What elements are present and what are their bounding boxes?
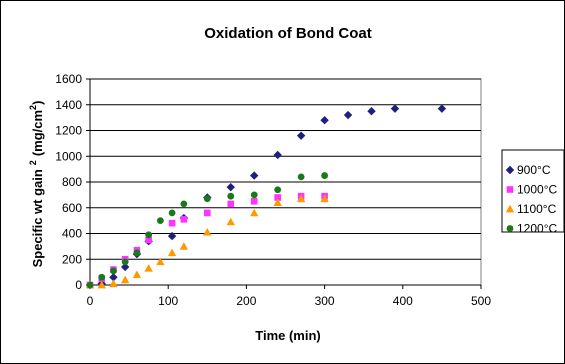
x-axis-label: Time (min) xyxy=(255,328,321,343)
data-point xyxy=(86,281,94,289)
x-tick-label: 100 xyxy=(158,294,178,308)
data-point xyxy=(145,231,153,239)
legend-marker xyxy=(505,204,515,213)
data-point xyxy=(250,171,259,180)
data-point xyxy=(120,262,130,272)
y-tick-label: 1000 xyxy=(55,149,82,163)
data-point xyxy=(145,236,152,244)
y-tick-label: 0 xyxy=(75,278,82,292)
y-axis-label-close: ) xyxy=(30,101,45,105)
y-tick-label: 400 xyxy=(62,227,82,241)
data-point xyxy=(98,273,106,281)
y-axis-label-sup2: 2 xyxy=(28,105,38,110)
data-point xyxy=(367,106,376,116)
data-point xyxy=(273,150,282,160)
data-point xyxy=(437,104,447,113)
legend-label: 1200°C xyxy=(517,222,557,236)
y-tick-label: 800 xyxy=(62,175,82,189)
data-point xyxy=(226,182,235,192)
data-point xyxy=(180,216,188,223)
data-point xyxy=(226,217,235,226)
data-point xyxy=(168,209,176,217)
x-tick-label: 400 xyxy=(393,294,413,308)
data-point xyxy=(343,110,353,120)
data-point xyxy=(204,209,211,217)
data-point xyxy=(203,195,211,203)
y-tick-label: 600 xyxy=(62,201,82,215)
data-point xyxy=(179,242,189,250)
legend-label: 1100°C xyxy=(517,202,557,216)
data-point xyxy=(167,231,177,241)
data-points xyxy=(85,104,447,290)
legend: 900°C 1000°C 1100°C 1200°C xyxy=(501,149,565,236)
x-tick-label: 300 xyxy=(315,294,335,308)
data-point xyxy=(274,186,282,194)
chart-title: Oxidation of Bond Coat xyxy=(204,25,371,42)
legend-label: 900°C xyxy=(517,163,551,177)
legend-label: 1000°C xyxy=(517,183,557,197)
data-point xyxy=(296,194,306,203)
y-tick-label: 1200 xyxy=(55,124,82,138)
data-point xyxy=(121,258,129,266)
data-point xyxy=(180,200,188,208)
y-axis-label: Specific wt gain2(mg/cm2) xyxy=(28,101,45,268)
data-point xyxy=(250,208,259,217)
data-point xyxy=(321,172,328,179)
legend-marker xyxy=(505,165,515,175)
data-point xyxy=(120,275,130,284)
legend-marker xyxy=(506,186,514,193)
data-point xyxy=(250,191,258,199)
data-point xyxy=(110,267,117,275)
data-point xyxy=(227,200,235,208)
legend-marker xyxy=(506,225,514,232)
data-point xyxy=(320,116,329,125)
data-point xyxy=(156,257,165,266)
data-point xyxy=(156,217,164,225)
data-point xyxy=(168,219,176,227)
data-point xyxy=(144,264,153,272)
data-point xyxy=(274,194,281,201)
plot-area: 0 200 400 600 800 1000 1200 1400 1600 0 100 200 300… xyxy=(55,72,491,308)
series-0 xyxy=(85,104,447,290)
y-tick-label: 200 xyxy=(62,252,82,266)
y-axis-label-unit: (mg/cm xyxy=(30,110,45,156)
data-point xyxy=(250,198,258,205)
data-point xyxy=(320,194,329,203)
series-3 xyxy=(86,172,328,289)
data-point xyxy=(227,192,235,200)
x-tick-label: 200 xyxy=(236,294,256,308)
y-axis-label-main: Specific wt gain xyxy=(30,169,45,267)
data-point xyxy=(296,131,306,140)
y-tick-label: 1400 xyxy=(55,98,82,112)
y-tick-label: 1600 xyxy=(55,72,82,86)
data-point xyxy=(133,249,141,257)
x-tick-label: 500 xyxy=(471,294,491,308)
y-axis: 0 200 400 600 800 1000 1200 1400 1600 xyxy=(55,72,91,292)
data-point xyxy=(132,270,142,279)
x-axis: 0 100 200 300 400 500 xyxy=(87,284,491,308)
data-point xyxy=(203,228,212,236)
data-point xyxy=(109,279,118,288)
data-point xyxy=(297,173,305,181)
legend-items: 900°C 1000°C 1100°C 1200°C xyxy=(505,163,557,236)
data-point xyxy=(97,280,106,289)
data-point xyxy=(273,198,282,206)
y-axis-label-sup1: 2 xyxy=(28,160,38,165)
x-tick-label: 0 xyxy=(87,294,94,308)
data-point xyxy=(167,248,177,257)
gridlines xyxy=(90,78,481,286)
data-point xyxy=(109,273,118,282)
data-point xyxy=(390,104,400,113)
